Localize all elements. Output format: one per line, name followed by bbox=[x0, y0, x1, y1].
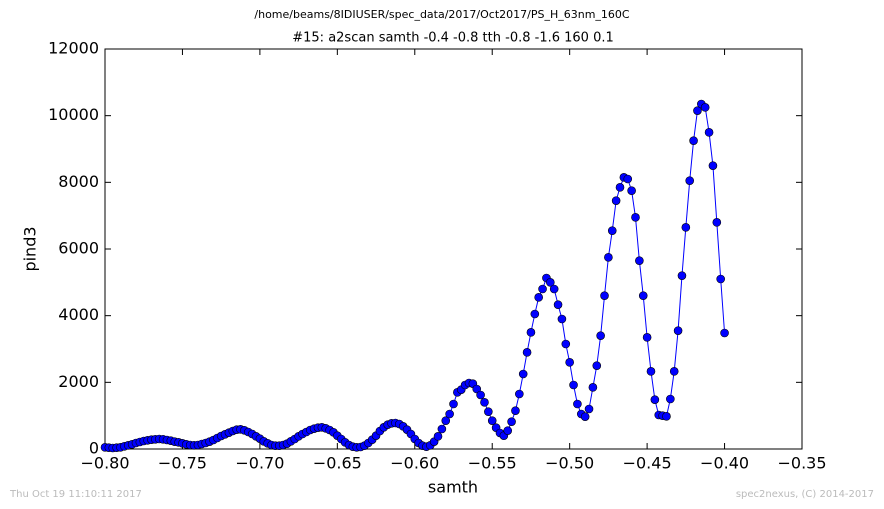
data-point bbox=[716, 274, 725, 284]
data-point bbox=[526, 328, 536, 337]
x-tick-label: −0.70 bbox=[235, 454, 284, 473]
data-point bbox=[681, 223, 691, 232]
data-point bbox=[708, 161, 718, 170]
data-point bbox=[484, 407, 493, 416]
data-point bbox=[553, 300, 563, 309]
data-point bbox=[441, 416, 451, 425]
x-tick-label: −0.75 bbox=[158, 454, 207, 473]
x-tick-label: −0.35 bbox=[777, 454, 826, 473]
data-point bbox=[623, 174, 633, 184]
data-point bbox=[569, 380, 578, 390]
data-point bbox=[561, 339, 571, 349]
data-point bbox=[615, 183, 625, 192]
data-point bbox=[627, 186, 636, 195]
data-point bbox=[549, 284, 559, 294]
data-point bbox=[487, 416, 497, 425]
data-point bbox=[573, 399, 582, 409]
x-tick-label: −0.65 bbox=[313, 454, 362, 473]
data-point bbox=[720, 328, 729, 338]
x-axis-label: samth bbox=[428, 478, 478, 497]
data-point bbox=[700, 103, 710, 112]
data-point bbox=[673, 326, 683, 335]
data-point bbox=[476, 390, 485, 400]
data-point bbox=[689, 136, 698, 145]
data-point bbox=[596, 331, 605, 340]
data-point bbox=[557, 314, 567, 324]
data-point bbox=[515, 389, 524, 399]
y-tick-label: 6000 bbox=[58, 239, 99, 258]
data-point bbox=[650, 395, 660, 404]
footer-right: spec2nexus, (C) 2014-2017 bbox=[736, 489, 874, 500]
y-tick-label: 12000 bbox=[48, 39, 99, 58]
data-point bbox=[480, 398, 489, 407]
data-line bbox=[104, 103, 726, 449]
data-point bbox=[580, 412, 590, 421]
data-point bbox=[600, 291, 609, 300]
data-point bbox=[449, 399, 458, 409]
data-point bbox=[503, 426, 513, 435]
data-point bbox=[685, 176, 695, 185]
x-tick-label: −0.55 bbox=[468, 454, 517, 473]
data-point bbox=[646, 367, 656, 376]
data-point bbox=[611, 196, 621, 205]
data-point bbox=[445, 409, 454, 419]
data-point bbox=[472, 384, 482, 394]
y-tick-label: 10000 bbox=[48, 105, 99, 124]
data-point bbox=[712, 218, 722, 227]
chart-subtitle: #15: a2scan samth -0.4 -0.8 tth -0.8 -1.… bbox=[292, 31, 614, 46]
data-point bbox=[437, 424, 447, 434]
data-point bbox=[635, 256, 644, 265]
data-point bbox=[584, 404, 594, 414]
footer-left: Thu Oct 19 11:10:11 2017 bbox=[9, 489, 142, 500]
data-point bbox=[666, 394, 675, 404]
data-point bbox=[677, 271, 687, 280]
data-point bbox=[642, 333, 652, 342]
x-tick-label: −0.80 bbox=[80, 454, 129, 473]
data-point bbox=[693, 106, 702, 115]
data-point bbox=[607, 226, 617, 235]
data-point bbox=[530, 309, 540, 319]
y-tick-label: 0 bbox=[89, 439, 99, 458]
data-point bbox=[704, 128, 714, 137]
chart-title: /home/beams/8IDIUSER/spec_data/2017/Oct2… bbox=[254, 8, 630, 21]
data-point bbox=[522, 348, 532, 357]
x-tick-label: −0.45 bbox=[623, 454, 672, 473]
data-point bbox=[588, 383, 598, 392]
data-point bbox=[511, 406, 520, 415]
y-tick-label: 8000 bbox=[58, 172, 99, 191]
data-point bbox=[565, 358, 574, 367]
data-point bbox=[662, 412, 671, 421]
data-point bbox=[604, 253, 613, 262]
y-axis-label: pind3 bbox=[21, 226, 40, 271]
data-point bbox=[546, 278, 555, 287]
data-point bbox=[631, 213, 640, 222]
y-tick-label: 4000 bbox=[58, 305, 99, 324]
y-tick-label: 2000 bbox=[58, 372, 99, 391]
data-point bbox=[538, 284, 547, 294]
data-point bbox=[433, 432, 443, 441]
data-point bbox=[638, 291, 648, 300]
data-point bbox=[534, 293, 543, 302]
data-point bbox=[592, 361, 602, 370]
x-tick-label: −0.60 bbox=[390, 454, 439, 473]
data-point bbox=[518, 369, 528, 379]
x-tick-label: −0.40 bbox=[700, 454, 749, 473]
data-point bbox=[669, 367, 679, 376]
x-tick-label: −0.50 bbox=[545, 454, 594, 473]
data-point bbox=[507, 417, 516, 426]
